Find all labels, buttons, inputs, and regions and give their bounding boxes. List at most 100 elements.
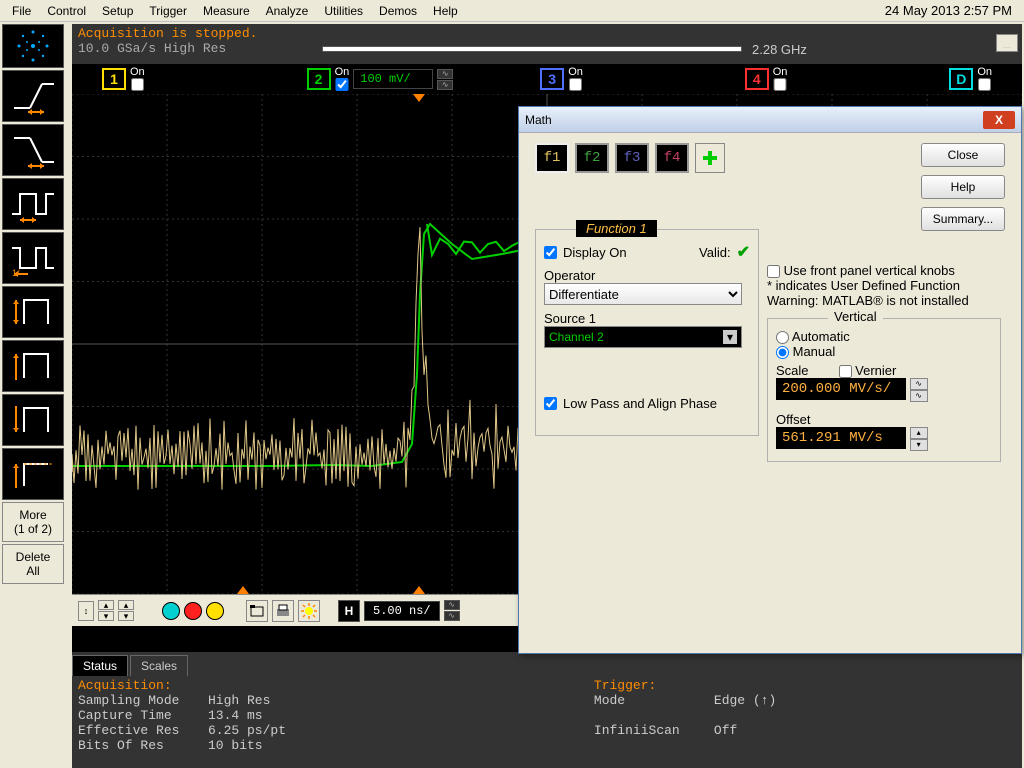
svg-text:1/: 1/ [12,268,20,278]
channel-2-adj[interactable]: ∿∿ [437,69,453,90]
color-cyan-button[interactable] [162,602,180,620]
horizontal-h-icon[interactable]: H [338,600,360,622]
valid-check-icon: ✔ [737,242,750,262]
lowpass-label: Low Pass and Align Phase [563,396,717,411]
display-on-label: Display On [563,245,627,260]
sampling-mode-lbl: Sampling Mode [78,693,208,708]
matlab-warning: Warning: MATLAB® is not installed [767,293,1001,308]
bits-res-val: 10 bits [208,738,263,753]
channel-3-box[interactable]: 3 On [540,67,583,91]
udf-note: * indicates User Defined Function [767,278,1001,293]
display-on-checkbox[interactable] [544,246,557,259]
scale-value[interactable]: 200.000 MV/s/ [776,378,906,400]
trigger-mode-lbl: Mode [594,693,714,708]
vernier-checkbox[interactable] [839,365,852,378]
nav-down2[interactable]: ▾ [118,611,134,621]
tab-scales[interactable]: Scales [130,655,188,676]
minimize-button[interactable]: _ [996,34,1018,52]
close-button[interactable]: Close [921,143,1005,167]
menu-utilities[interactable]: Utilities [316,2,371,20]
channel-2-box[interactable]: 2 On 100 mV/ ∿∿ [307,67,454,91]
close-icon[interactable]: X [983,111,1015,129]
menu-help[interactable]: Help [425,2,466,20]
timebase-adj[interactable]: ∿∿ [444,600,460,621]
tool-pos-width-icon[interactable] [2,178,64,230]
channel-1-on: On [130,67,145,91]
tool-top-icon[interactable] [2,448,64,500]
nav-up[interactable]: ▴ [98,600,114,610]
channel-D-box[interactable]: D On [949,67,992,91]
scale-stepper[interactable]: ∿∿ [910,378,928,402]
channel-3-checkbox[interactable] [568,78,583,91]
tool-fall-time-icon[interactable] [2,124,64,176]
nav-up2[interactable]: ▴ [118,600,134,610]
menu-control[interactable]: Control [39,2,94,20]
add-function-button[interactable] [695,143,725,173]
tool-max-icon[interactable] [2,340,64,392]
channel-4-box[interactable]: 4 On [745,67,788,91]
channel-4-num-icon: 4 [745,68,769,90]
menu-demos[interactable]: Demos [371,2,425,20]
menu-file[interactable]: File [4,2,39,20]
channel-2-scale[interactable]: 100 mV/ [353,69,433,89]
channel-2-checkbox[interactable] [335,78,350,91]
brightness-icon[interactable] [298,600,320,622]
delete-all-button[interactable]: Delete All [2,544,64,584]
function-f2-tab[interactable]: f2 [575,143,609,173]
acquisition-status-bar: Acquisition is stopped. 10.0 GSa/s High … [72,24,1022,64]
menu-analyze[interactable]: Analyze [258,2,317,20]
lowpass-checkbox[interactable] [544,397,557,410]
datetime-label: 24 May 2013 2:57 PM [885,3,1020,18]
math-right-panel: Use front panel vertical knobs * indicat… [767,263,1001,462]
tab-status[interactable]: Status [72,655,128,676]
acq-status-line1: Acquisition is stopped. [78,26,1016,41]
offset-value[interactable]: 561.291 MV/s [776,427,906,449]
agilent-logo [2,24,64,68]
operator-select[interactable]: Differentiate [544,283,742,305]
channel-4-checkbox[interactable] [773,78,788,91]
channel-1-box[interactable]: 1 On [102,67,145,91]
infiniiscan-lbl: InfiniiScan [594,723,714,738]
function-f3-tab[interactable]: f3 [615,143,649,173]
channel-1-num-icon: 1 [102,68,126,90]
function-1-legend: Function 1 [576,220,657,237]
more-button[interactable]: More (1 of 2) [2,502,64,542]
time-per-div[interactable]: 5.00 ns/ [364,601,440,621]
screenshot-icon[interactable] [246,600,268,622]
offset-stepper[interactable]: ▴▾ [910,427,928,451]
tool-min-icon[interactable] [2,394,64,446]
channel-D-checkbox[interactable] [977,78,992,91]
source1-select[interactable]: Channel 2▾ [544,326,742,348]
color-yellow-button[interactable] [206,602,224,620]
automatic-radio[interactable] [776,331,789,344]
knobs-checkbox[interactable] [767,265,780,278]
infiniiscan-val: Off [714,723,737,738]
math-dialog: Math X f1 f2 f3 f4 Close Help Summary...… [518,106,1022,654]
manual-radio[interactable] [776,346,789,359]
scale-label: Scale [776,363,809,378]
math-dialog-titlebar[interactable]: Math X [519,107,1021,133]
left-toolbar: 1/ More (1 of 2) Delete All [2,24,70,586]
color-red-button[interactable] [184,602,202,620]
nav-up-button[interactable]: ↕ [78,601,94,621]
function-1-group: Function 1 Display On Valid: ✔ Operator … [535,229,759,436]
channel-D-num-icon: D [949,68,973,90]
source1-label: Source 1 [544,311,750,326]
menu-trigger[interactable]: Trigger [141,2,195,20]
valid-label: Valid: [699,245,731,260]
help-button[interactable]: Help [921,175,1005,199]
menu-measure[interactable]: Measure [195,2,258,20]
math-dialog-title: Math [525,113,552,127]
channel-1-checkbox[interactable] [130,78,145,91]
tool-rise-time-icon[interactable] [2,70,64,122]
sampling-mode-val: High Res [208,693,270,708]
summary-button[interactable]: Summary... [921,207,1005,231]
menu-setup[interactable]: Setup [94,2,141,20]
print-icon[interactable] [272,600,294,622]
nav-down[interactable]: ▾ [98,611,114,621]
function-f4-tab[interactable]: f4 [655,143,689,173]
tool-neg-width-icon[interactable]: 1/ [2,232,64,284]
more-label: More [19,508,46,522]
function-f1-tab[interactable]: f1 [535,143,569,173]
tool-amplitude-icon[interactable] [2,286,64,338]
